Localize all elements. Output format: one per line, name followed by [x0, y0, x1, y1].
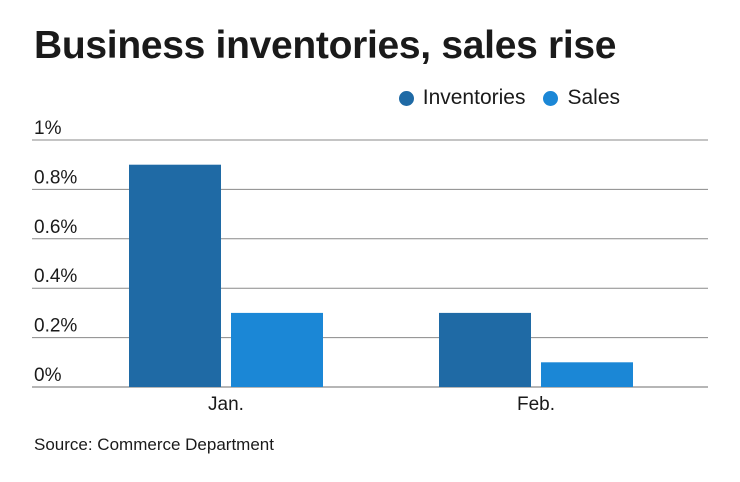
y-tick-label: 0.4%	[34, 266, 77, 287]
y-tick-label: 1%	[34, 118, 62, 139]
bar-inventories-1	[439, 312, 531, 387]
legend-item-inventories: Inventories	[398, 86, 526, 110]
legend: Inventories Sales	[398, 86, 620, 110]
y-tick-label: 0%	[34, 365, 62, 386]
bar-sales-1	[541, 362, 633, 387]
x-tick-label: Feb.	[517, 394, 555, 415]
y-tick-label: 0.2%	[34, 316, 77, 337]
bar-sales-0	[231, 312, 323, 387]
y-tick-label: 0.6%	[34, 217, 77, 238]
legend-swatch-sales	[543, 90, 559, 106]
y-tick-label: 0.8%	[34, 167, 77, 188]
bar-inventories-0	[129, 164, 221, 387]
legend-label-sales: Sales	[567, 86, 620, 109]
legend-label-inventories: Inventories	[422, 86, 526, 109]
legend-item-sales: Sales	[543, 86, 620, 110]
chart-title: Business inventories, sales rise	[34, 24, 617, 67]
source-note: Source: Commerce Department	[34, 435, 274, 454]
x-tick-label: Jan.	[208, 394, 244, 415]
legend-swatch-inventories	[398, 90, 414, 106]
